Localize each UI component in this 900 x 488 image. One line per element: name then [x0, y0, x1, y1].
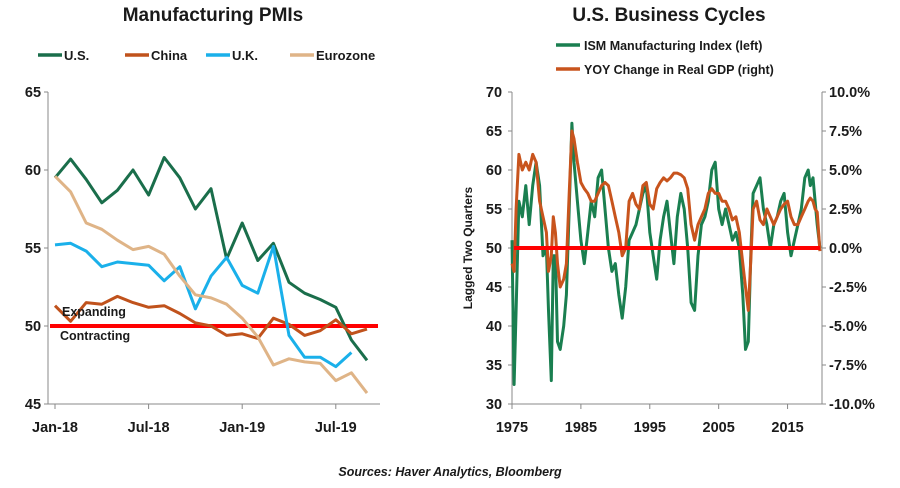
business-cycle-right-tick-label: 0.0% — [829, 241, 862, 257]
business-cycle-left-tick-label: 65 — [486, 124, 502, 140]
pmi-x-tick-label: Jul-18 — [128, 420, 170, 436]
business-cycle-left-tick-label: 50 — [486, 241, 502, 257]
business-cycle-legend: ISM Manufacturing Index (left) YOY Change… — [556, 39, 774, 77]
business-cycle-x-tick-label: 2015 — [771, 420, 803, 436]
business-cycle-x-tick-label: 1975 — [496, 420, 528, 436]
pmi-series-u-k — [54, 241, 353, 369]
pmi-chart-title: Manufacturing PMIs — [123, 5, 304, 26]
pmi-y-tick-label: 65 — [25, 85, 41, 101]
business-cycle-left-tick-label: 45 — [486, 280, 502, 296]
pmi-x-tick-label: Jul-19 — [315, 420, 357, 436]
business-cycle-right-tick-label: 2.5% — [829, 202, 862, 218]
source-note: Sources: Haver Analytics, Bloomberg — [338, 465, 562, 479]
business-cycle-chart: U.S. Business Cycles ISM Manufacturing I… — [461, 5, 875, 436]
pmi-series-u-s — [53, 156, 369, 362]
pmi-y-tick-label: 55 — [25, 241, 41, 257]
business-cycle-left-tick-label: 40 — [486, 319, 502, 335]
pmi-y-ticks: 45 50 55 60 65 — [25, 85, 48, 413]
pmi-axes — [47, 92, 380, 405]
business-cycle-left-tick-label: 30 — [486, 397, 502, 413]
business-cycle-left-tick-label: 35 — [486, 358, 502, 374]
business-cycle-right-tick-label: -5.0% — [829, 319, 867, 335]
pmi-series-eurozone — [53, 175, 369, 395]
business-cycle-x-ticks: 1975 1985 1995 2005 2015 — [496, 404, 804, 436]
business-cycle-left-tick-label: 55 — [486, 202, 502, 218]
business-cycle-right-tick-label: 5.0% — [829, 163, 862, 179]
business-cycle-right-ticks: -10.0% -7.5% -5.0% -2.5% 0.0% 2.5% 5.0% 7.5% 10.… — [822, 85, 875, 413]
pmi-x-ticks: Jan-18 Jul-18 Jan-19 Jul-19 — [32, 404, 357, 436]
pmi-legend-label-eurozone: Eurozone — [316, 48, 375, 63]
business-cycle-right-tick-label: 7.5% — [829, 124, 862, 140]
business-cycle-x-tick-label: 1995 — [634, 420, 666, 436]
business-cycle-right-tick-label: -2.5% — [829, 280, 867, 296]
business-cycle-x-tick-label: 2005 — [703, 420, 735, 436]
business-cycle-legend-label-yoy-change-in-real-gdp-right: YOY Change in Real GDP (right) — [584, 63, 774, 77]
business-cycle-right-tick-label: 10.0% — [829, 85, 870, 101]
business-cycle-series — [510, 121, 822, 386]
pmi-y-tick-label: 50 — [25, 319, 41, 335]
business-cycle-title: U.S. Business Cycles — [572, 5, 765, 26]
business-cycle-left-tick-label: 70 — [486, 85, 502, 101]
pmi-x-tick-label: Jan-18 — [32, 420, 78, 436]
pmi-x-tick-label: Jan-19 — [219, 420, 265, 436]
business-cycle-left-ticks: 30 35 40 45 50 55 60 65 70 — [486, 85, 512, 413]
pmi-legend: U.S. China U.K. Eurozone — [38, 48, 375, 63]
pmi-legend-label-china: China — [151, 48, 188, 63]
business-cycle-series-yoy-change-in-real-gdp-right — [510, 129, 822, 312]
business-cycle-right-tick-label: -7.5% — [829, 358, 867, 374]
business-cycle-y-label: Lagged Two Quarters — [461, 186, 475, 309]
expanding-label: Expanding — [62, 305, 126, 319]
pmi-y-tick-label: 45 — [25, 397, 41, 413]
business-cycle-legend-label-ism-manufacturing-index-left: ISM Manufacturing Index (left) — [584, 39, 762, 53]
pmi-legend-label-u-s: U.S. — [64, 48, 89, 63]
pmi-series — [53, 156, 369, 395]
pmi-legend-label-u-k: U.K. — [232, 48, 258, 63]
contracting-label: Contracting — [60, 329, 130, 343]
pmi-series-china — [53, 294, 368, 340]
business-cycle-right-tick-label: -10.0% — [829, 397, 875, 413]
pmi-y-tick-label: 60 — [25, 163, 41, 179]
pmi-chart: Manufacturing PMIs U.S. China U.K. Eurozone… — [25, 5, 380, 436]
business-cycle-left-tick-label: 60 — [486, 163, 502, 179]
business-cycle-x-tick-label: 1985 — [565, 420, 597, 436]
